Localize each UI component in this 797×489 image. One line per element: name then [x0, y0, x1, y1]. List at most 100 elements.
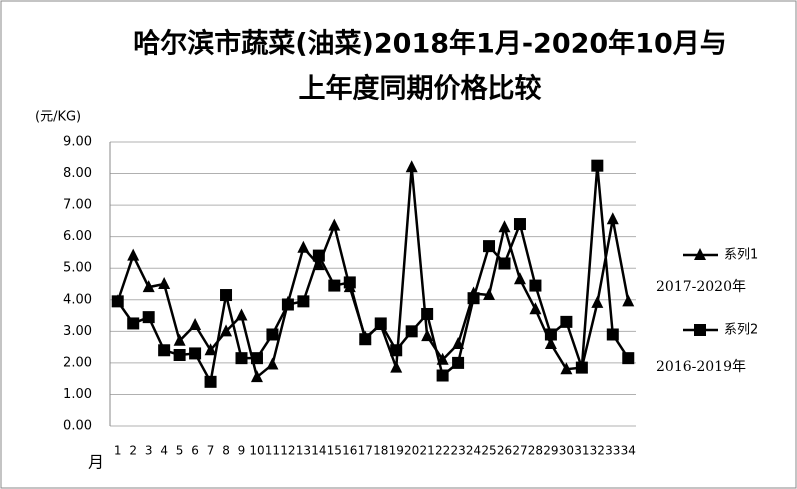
data-point [467, 292, 480, 305]
y-tick-label: 2.00 [63, 355, 92, 370]
data-point [189, 347, 202, 360]
data-point [359, 333, 372, 346]
data-point [421, 329, 434, 342]
data-point [111, 295, 124, 308]
x-tick-label: 22 [435, 444, 450, 458]
data-point [158, 344, 171, 357]
x-tick-label: 26 [497, 444, 512, 458]
data-point [498, 257, 511, 270]
data-point [266, 357, 279, 370]
data-point [483, 240, 496, 253]
data-point [606, 212, 619, 225]
x-tick-label: 14 [311, 444, 326, 458]
data-point [204, 343, 217, 356]
data-point [390, 344, 403, 357]
x-tick-label: 6 [191, 444, 199, 458]
x-axis-label: 月 [88, 453, 104, 472]
data-point [204, 375, 217, 388]
x-tick-label: 33 [605, 444, 620, 458]
data-point [622, 352, 635, 365]
y-tick-label: 9.00 [63, 135, 92, 150]
data-point [142, 280, 155, 293]
y-tick-label: 6.00 [63, 229, 92, 244]
data-point [127, 248, 140, 261]
x-tick-label: 1 [114, 444, 122, 458]
data-point [127, 317, 140, 330]
x-tick-label: 28 [528, 444, 543, 458]
data-point [483, 288, 496, 301]
x-tick-label: 7 [207, 444, 215, 458]
data-point [266, 328, 279, 341]
x-tick-label: 18 [373, 444, 388, 458]
x-tick-label: 9 [238, 444, 246, 458]
x-tick-label: 27 [512, 444, 527, 458]
x-tick-label: 5 [176, 444, 184, 458]
data-point [405, 160, 418, 173]
legend-label: 系列2 [724, 323, 758, 338]
data-point [452, 356, 465, 369]
data-point [281, 298, 294, 311]
data-point [250, 352, 263, 365]
data-point [312, 249, 325, 262]
data-point [606, 328, 619, 341]
data-point [328, 279, 341, 292]
x-tick-label: 34 [621, 444, 636, 458]
x-tick-label: 19 [389, 444, 404, 458]
x-tick-label: 13 [296, 444, 311, 458]
data-point [297, 295, 310, 308]
x-tick-label: 31 [574, 444, 589, 458]
x-tick-label: 2 [129, 444, 137, 458]
data-point [343, 276, 356, 289]
data-point [297, 240, 310, 253]
data-point [529, 279, 542, 292]
x-tick-label: 10 [249, 444, 264, 458]
x-tick-label: 4 [160, 444, 168, 458]
data-point [513, 218, 526, 231]
y-tick-label: 0.00 [63, 419, 92, 434]
chart-title: 哈尔滨市蔬菜(油菜)2018年1月-2020年10月与 [133, 28, 727, 60]
x-tick-label: 20 [404, 444, 419, 458]
data-point [173, 349, 186, 361]
y-tick-label: 7.00 [63, 198, 92, 213]
series-line [116, 165, 630, 386]
data-point [591, 295, 604, 308]
data-point [235, 352, 248, 365]
data-point [529, 302, 542, 315]
data-point [328, 218, 341, 231]
x-tick-label: 29 [543, 444, 558, 458]
x-tick-label: 12 [280, 444, 295, 458]
data-point [235, 308, 248, 321]
y-tick-label: 5.00 [63, 261, 92, 276]
y-axis-label: (元/KG) [35, 110, 81, 125]
data-point [436, 369, 449, 382]
data-point [575, 361, 588, 374]
data-point [390, 360, 403, 373]
data-point [142, 311, 155, 324]
y-tick-label: 3.00 [63, 324, 92, 339]
data-point [220, 324, 233, 337]
y-tick-label: 4.00 [63, 292, 92, 307]
legend-marker [694, 324, 706, 336]
x-tick-label: 15 [327, 444, 342, 458]
y-tick-label: 8.00 [63, 166, 92, 181]
data-point [158, 277, 171, 289]
annotation: 2017-2020年 [656, 279, 746, 295]
legend-label: 系列1 [724, 248, 758, 263]
x-tick-label: 30 [559, 444, 574, 458]
data-point [513, 272, 526, 285]
data-point [189, 318, 202, 331]
data-point [421, 307, 434, 320]
data-point [560, 362, 573, 375]
data-point [544, 336, 557, 349]
data-point [544, 328, 557, 341]
data-point [591, 159, 604, 172]
x-tick-label: 11 [265, 444, 280, 458]
data-point [173, 333, 186, 346]
x-tick-label: 21 [420, 444, 435, 458]
x-tick-label: 17 [358, 444, 373, 458]
data-point [560, 315, 573, 328]
x-tick-label: 16 [342, 444, 357, 458]
data-point [498, 220, 511, 233]
